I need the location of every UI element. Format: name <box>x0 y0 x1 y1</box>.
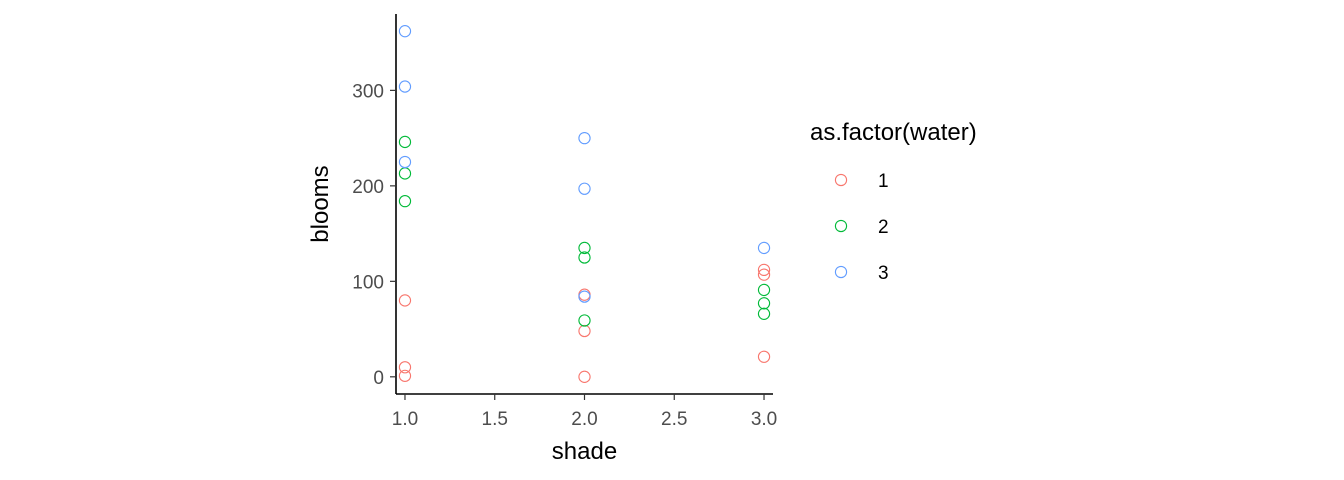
data-point <box>578 314 591 327</box>
legend-key <box>834 219 848 233</box>
data-point <box>578 131 591 145</box>
x-tick-label: 3.0 <box>751 409 777 430</box>
data-point <box>578 251 591 264</box>
data-point <box>398 294 412 307</box>
legend-label: 3 <box>878 263 889 284</box>
legend-items: 1 2 3 <box>834 171 889 284</box>
x-tick-label: 2.5 <box>661 409 687 430</box>
data-point <box>398 194 412 208</box>
data-point <box>757 350 771 363</box>
y-tick-label: 100 <box>352 272 384 293</box>
data-point <box>578 182 591 195</box>
data-point <box>398 135 412 149</box>
y-tick-label: 300 <box>352 81 384 102</box>
data-point <box>398 361 412 374</box>
points-layer <box>398 25 771 383</box>
data-point <box>757 268 771 281</box>
y-axis-ticks: 0 100 200 300 <box>352 81 396 389</box>
data-point <box>757 283 771 297</box>
data-point <box>398 369 412 383</box>
data-point <box>398 80 412 93</box>
data-point <box>757 241 771 255</box>
y-tick-label: 0 <box>373 368 384 389</box>
data-point <box>398 155 412 169</box>
y-tick-label: 200 <box>352 177 384 198</box>
data-point <box>757 307 771 320</box>
data-point <box>578 324 591 338</box>
data-point <box>757 263 771 277</box>
legend-label: 2 <box>878 217 889 238</box>
legend: as.factor(water) 1 2 3 <box>810 119 977 284</box>
data-point <box>578 370 591 383</box>
data-point <box>757 297 771 310</box>
x-tick-label: 1.0 <box>392 409 418 430</box>
x-tick-label: 2.0 <box>571 409 597 430</box>
legend-key <box>834 173 848 187</box>
data-point <box>398 167 412 180</box>
x-axis-title: shade <box>552 438 617 465</box>
x-axis-ticks: 1.0 1.5 2.0 2.5 3.0 <box>392 394 777 430</box>
data-point <box>578 241 591 255</box>
data-point <box>398 25 412 38</box>
x-tick-label: 1.5 <box>482 409 508 430</box>
y-axis-title: blooms <box>307 165 334 242</box>
data-point <box>578 290 591 303</box>
legend-title: as.factor(water) <box>810 119 977 146</box>
legend-label: 1 <box>878 171 889 192</box>
legend-key <box>834 265 848 279</box>
